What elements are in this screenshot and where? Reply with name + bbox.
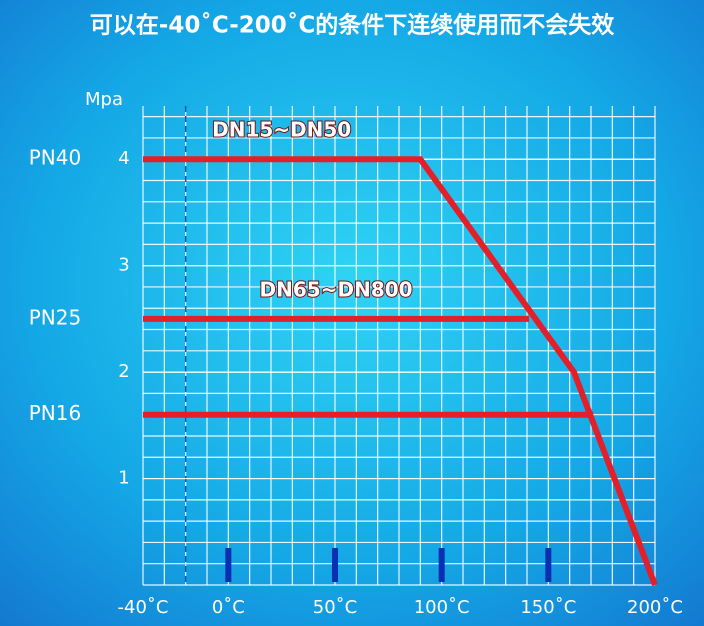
y-tick-label: 2	[118, 361, 129, 382]
series-line	[143, 156, 658, 587]
x-tick-label: 150˚C	[520, 597, 576, 618]
x-tick-mark	[438, 548, 445, 582]
x-tick-label: 50˚C	[313, 597, 357, 618]
x-tick-mark	[332, 548, 338, 582]
y-tick-label: 4	[118, 148, 129, 169]
series-label: DN65~DN800	[260, 277, 413, 301]
pn-label: PN16	[29, 401, 81, 425]
x-tick-label: 200˚C	[627, 597, 683, 618]
y-tick-label: 1	[118, 468, 129, 489]
chart-title: 可以在-40˚C-200˚C的条件下连续使用而不会失效	[90, 12, 614, 39]
x-tick-label: -40˚C	[118, 597, 169, 618]
x-tick-mark	[225, 548, 232, 582]
y-axis-label: Mpa	[85, 89, 123, 110]
x-tick-mark	[545, 548, 552, 582]
x-tick-label: 100˚C	[414, 597, 470, 618]
pn-label: PN25	[29, 305, 81, 329]
y-tick-label: 3	[118, 255, 129, 276]
pn-label: PN40	[29, 146, 81, 170]
series-label: DN15~DN50	[212, 118, 351, 142]
x-tick-label: 0˚C	[212, 597, 245, 618]
